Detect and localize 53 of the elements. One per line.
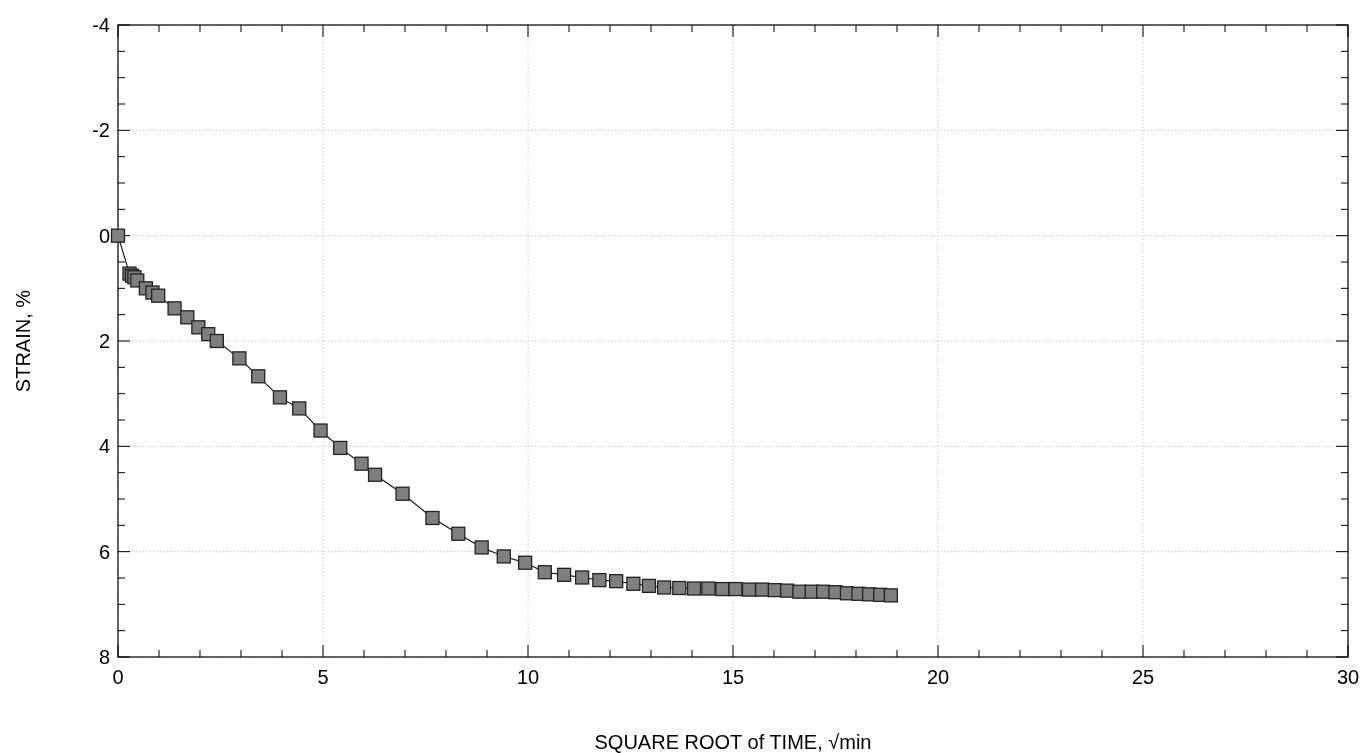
point bbox=[728, 581, 743, 597]
point bbox=[232, 351, 247, 366]
point bbox=[180, 310, 195, 325]
y-tick-label: 4 bbox=[98, 435, 110, 458]
point bbox=[313, 423, 328, 438]
point bbox=[209, 333, 224, 349]
point bbox=[592, 572, 607, 588]
point bbox=[626, 576, 641, 591]
point bbox=[354, 456, 369, 471]
point bbox=[792, 584, 807, 599]
point bbox=[451, 526, 466, 541]
point bbox=[701, 581, 716, 596]
point bbox=[715, 581, 730, 597]
point bbox=[251, 369, 266, 384]
point bbox=[496, 549, 511, 564]
point bbox=[151, 288, 166, 303]
y-tick-label: 8 bbox=[98, 646, 110, 668]
point bbox=[574, 570, 590, 585]
x-tick-label: 5 bbox=[317, 666, 329, 688]
y-tick-label: 2 bbox=[98, 330, 110, 352]
x-tick-label: 25 bbox=[1131, 666, 1155, 688]
point bbox=[474, 540, 489, 555]
point bbox=[656, 580, 672, 595]
y-tick-label: 0 bbox=[98, 224, 110, 247]
point bbox=[395, 486, 410, 501]
point bbox=[537, 565, 552, 580]
x-tick-label: 15 bbox=[721, 666, 745, 688]
point bbox=[556, 567, 572, 582]
point bbox=[367, 467, 383, 482]
y-tick-label: 6 bbox=[98, 540, 110, 563]
point bbox=[741, 582, 757, 597]
point bbox=[333, 440, 348, 456]
point bbox=[517, 555, 533, 570]
x-tick-label: 20 bbox=[926, 666, 950, 688]
y-axis-title: STRAIN, % bbox=[12, 289, 34, 393]
x-tick-label: 10 bbox=[516, 666, 540, 688]
point bbox=[110, 228, 126, 243]
point bbox=[641, 578, 657, 594]
point bbox=[686, 581, 702, 596]
point bbox=[167, 301, 182, 316]
point bbox=[754, 582, 770, 597]
point bbox=[425, 510, 440, 526]
point bbox=[272, 390, 288, 405]
point bbox=[779, 583, 795, 598]
x-axis-title: SQUARE ROOT of TIME, √min bbox=[594, 731, 872, 753]
point bbox=[292, 401, 307, 416]
x-tick-label: 30 bbox=[1336, 666, 1360, 688]
x-tick-label: 0 bbox=[112, 666, 124, 688]
point bbox=[672, 580, 687, 596]
point bbox=[883, 588, 898, 603]
y-tick-label: -4 bbox=[92, 14, 110, 36]
point bbox=[609, 574, 624, 589]
y-tick-label: -2 bbox=[92, 119, 110, 142]
